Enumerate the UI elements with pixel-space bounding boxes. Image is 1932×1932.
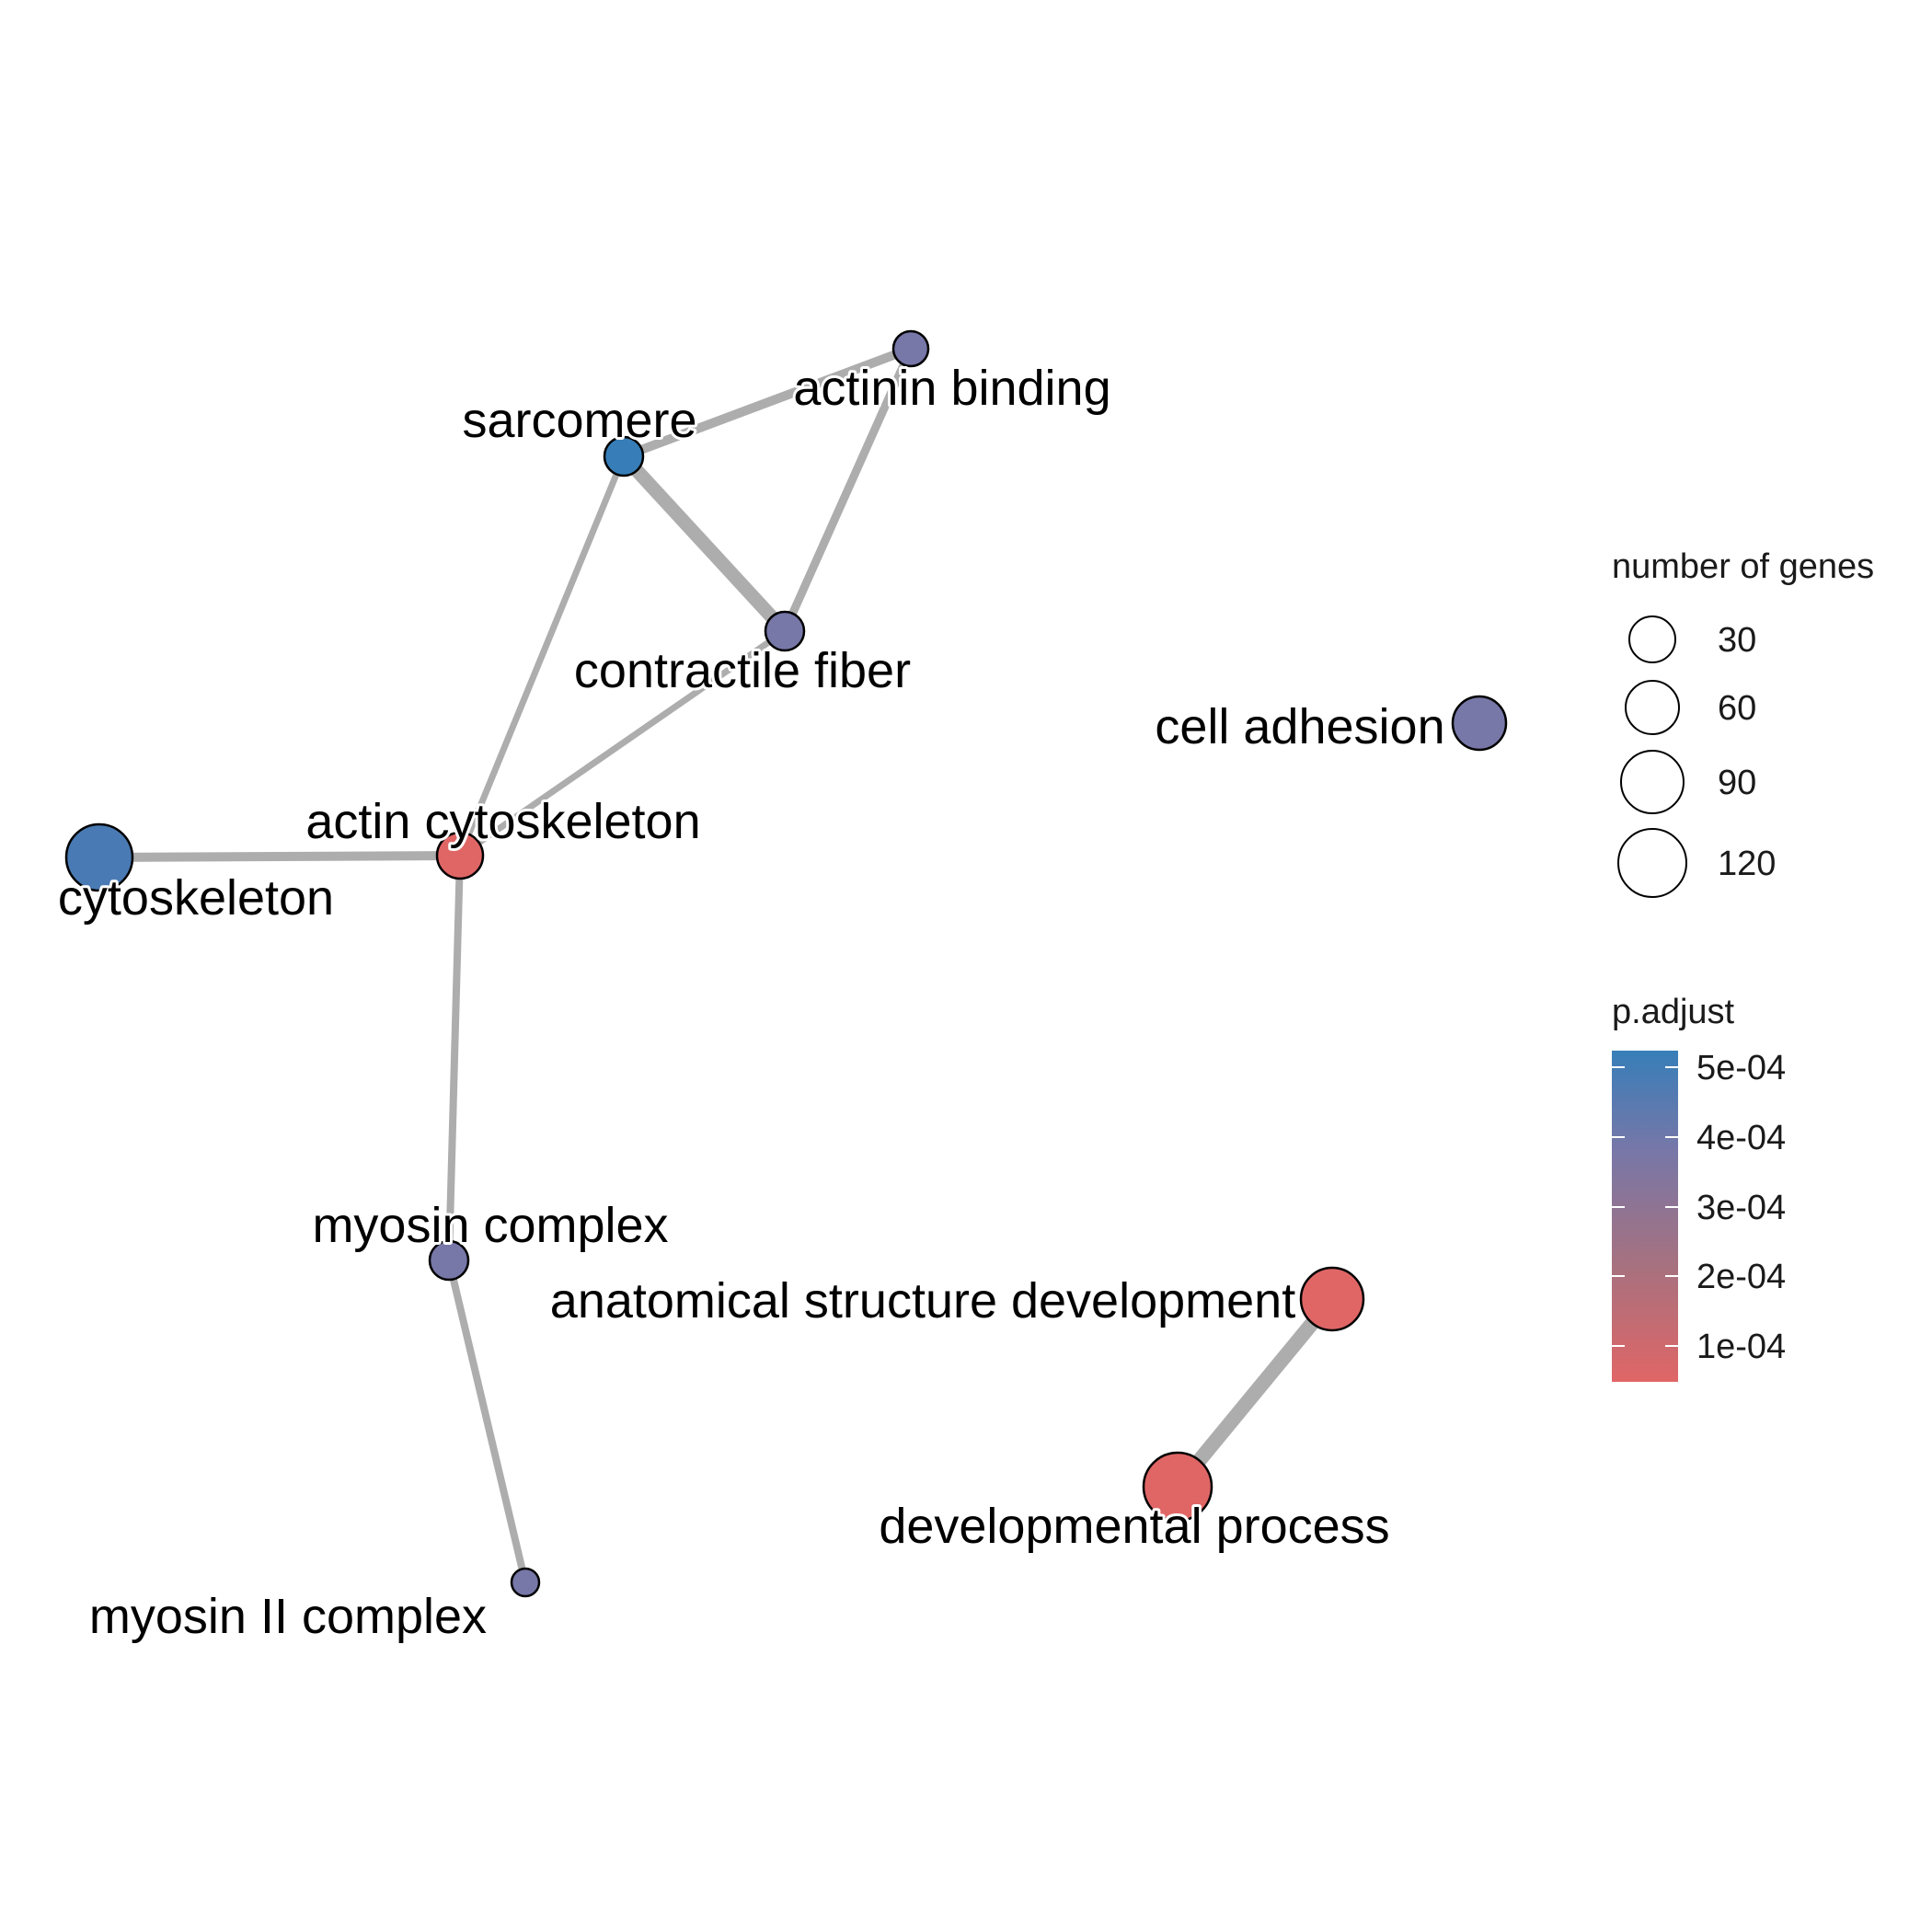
edge-sarcomere-contractile-fiber <box>618 451 790 637</box>
size-legend: number of genes 30 60 90 120 <box>1612 547 1874 898</box>
node-label-anatomical-structure-development: anatomical structure development <box>550 1273 1295 1328</box>
node-label-contractile-fiber: contractile fiber <box>574 643 911 698</box>
size-legend-title: number of genes <box>1612 547 1874 586</box>
edge-actinin-binding-contractile-fiber <box>780 347 915 633</box>
size-legend-circle-30 <box>1628 615 1676 663</box>
size-legend-label-60: 60 <box>1718 689 1756 728</box>
color-legend-title: p.adjust <box>1612 993 1735 1031</box>
node-contractile-fiber <box>764 610 806 652</box>
node-label-myosin-complex: myosin complex <box>312 1198 668 1253</box>
edge-contractile-fiber-actin-cytoskeleton <box>458 628 787 858</box>
edge-sarcomere-actin-cytoskeleton <box>456 454 627 857</box>
node-label-sarcomere: sarcomere <box>462 393 696 448</box>
node-label-actin-cytoskeleton: actin cytoskeleton <box>305 794 700 849</box>
size-legend-circle-90 <box>1620 750 1685 814</box>
color-legend-label-0: 5e-04 <box>1696 1049 1786 1087</box>
edge-anatomical-structure-development-developmental-process <box>1171 1294 1339 1492</box>
edges-layer <box>98 344 1339 1583</box>
node-cell-adhesion <box>1451 695 1508 752</box>
node-actin-cytoskeleton <box>435 831 485 880</box>
size-legend-circle-120 <box>1617 828 1687 898</box>
color-legend-label-2: 3e-04 <box>1696 1189 1786 1227</box>
color-legend-bar <box>1612 1051 1678 1382</box>
nodes-layer <box>64 329 1508 1598</box>
node-developmental-process <box>1142 1451 1213 1523</box>
color-legend: p.adjust 5e-04 4e-04 3e-04 2e-04 1e-04 <box>1612 993 1786 1382</box>
node-label-myosin-ii-complex: myosin II complex <box>89 1589 487 1644</box>
edge-cytoskeleton-actin-cytoskeleton <box>98 851 461 862</box>
node-myosin-complex <box>428 1239 470 1282</box>
color-legend-label-1: 4e-04 <box>1696 1119 1786 1157</box>
labels-layer: actinin binding sarcomere contractile fibe… <box>55 358 1448 1647</box>
node-anatomical-structure-development <box>1299 1266 1365 1332</box>
node-label-developmental-process: developmental process <box>879 1499 1389 1554</box>
node-label-actinin-binding: actinin binding <box>793 361 1110 416</box>
node-label-cytoskeleton: cytoskeleton <box>58 870 334 926</box>
node-myosin-ii-complex <box>510 1567 541 1598</box>
size-legend-circle-60 <box>1625 680 1680 735</box>
edge-myosin-complex-myosin-ii-complex <box>445 1259 529 1583</box>
size-legend-label-90: 90 <box>1718 764 1756 802</box>
color-legend-label-3: 2e-04 <box>1696 1258 1786 1296</box>
node-cytoskeleton <box>64 822 134 892</box>
node-label-cell-adhesion: cell adhesion <box>1155 699 1444 754</box>
size-legend-label-30: 30 <box>1718 621 1756 660</box>
node-actinin-binding <box>891 329 930 368</box>
color-legend-label-4: 1e-04 <box>1696 1328 1786 1366</box>
size-legend-label-120: 120 <box>1718 845 1776 883</box>
node-sarcomere <box>603 435 645 477</box>
edge-actin-cytoskeleton-myosin-complex <box>445 855 464 1261</box>
edge-sarcomere-actinin-binding <box>622 344 913 461</box>
